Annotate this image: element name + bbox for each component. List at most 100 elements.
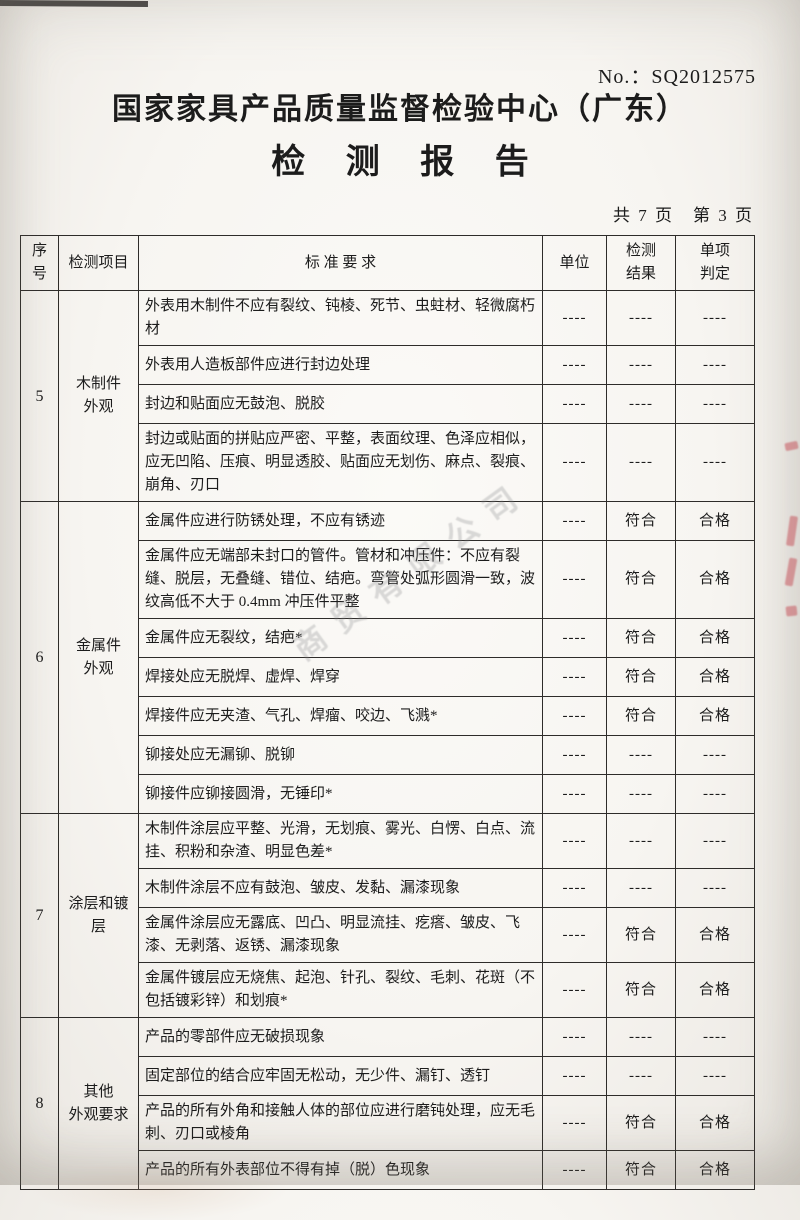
header-result: 检测 结果 — [606, 235, 676, 291]
verdict-cell: 合格 — [675, 907, 755, 963]
requirement-cell: 铆接处应无漏铆、脱铆 — [138, 735, 543, 775]
unit-cell: ---- — [542, 696, 607, 736]
table-row: 封边和贴面应无鼓泡、脱胶 ---- ---- ---- — [21, 384, 755, 424]
table-row: 7 涂层和镀 层木制件涂层应平整、光滑，无划痕、雾光、白愣、白点、流挂、积粉和杂渣… — [20, 813, 755, 1018]
header-requirement: 标 准 要 求 — [138, 235, 543, 291]
header-unit: 单位 — [542, 235, 607, 291]
section-seq: 8 — [20, 1017, 59, 1190]
result-cell: 符合 — [606, 657, 676, 697]
result-cell: ---- — [606, 290, 676, 346]
page-number-info: 共 7 页 第 3 页 — [613, 206, 754, 225]
verdict-cell: ---- — [675, 423, 755, 502]
section-seq: 5 — [20, 290, 59, 502]
requirement-cell: 外表用木制件不应有裂纹、钝棱、死节、虫蛀材、轻微腐朽材 — [138, 290, 543, 346]
red-ink-artifact — [785, 605, 798, 617]
verdict-cell: ---- — [675, 384, 755, 424]
unit-cell: ---- — [542, 423, 607, 502]
requirement-cell: 焊接处应无脱焊、虚焊、焊穿 — [138, 657, 543, 697]
table-row: 金属件镀层应无烧焦、起泡、针孔、裂纹、毛刺、花斑（不包括镀彩锌）和划痕* ----… — [21, 962, 755, 1018]
requirement-cell: 封边和贴面应无鼓泡、脱胶 — [138, 384, 543, 424]
document-number: No.：SQ2012575 — [597, 66, 756, 88]
table-row: 焊接处应无脱焊、虚焊、焊穿 ---- 符合 合格 — [21, 657, 755, 697]
inspection-table: 序 号 检测项目 标 准 要 求 单位 检测 结果 单项 判定 5 木制件 外观外… — [20, 235, 755, 1190]
requirement-cell: 焊接件应无夹渣、气孔、焊瘤、咬边、飞溅* — [138, 696, 543, 736]
section-seq: 7 — [20, 813, 59, 1018]
unit-cell: ---- — [542, 290, 607, 346]
red-ink-artifact — [784, 440, 799, 452]
verdict-cell: 合格 — [675, 540, 755, 619]
paper-stain — [30, 1160, 290, 1220]
section-item: 木制件 外观 — [58, 290, 139, 502]
result-cell: ---- — [606, 345, 676, 385]
result-cell: 符合 — [606, 1150, 676, 1190]
verdict-cell: ---- — [675, 735, 755, 775]
unit-cell: ---- — [542, 345, 607, 385]
table-row: 铆接件应铆接圆滑，无锤印* ---- ---- ---- — [21, 774, 755, 814]
requirement-cell: 金属件涂层应无露底、凹凸、明显流挂、疙瘩、皱皮、飞漆、无剥落、返锈、漏漆现象 — [138, 907, 543, 963]
header-verdict: 单项 判定 — [675, 235, 755, 291]
requirement-cell: 金属件镀层应无烧焦、起泡、针孔、裂纹、毛刺、花斑（不包括镀彩锌）和划痕* — [138, 962, 543, 1018]
unit-cell: ---- — [542, 962, 607, 1018]
section-item: 涂层和镀 层 — [58, 813, 139, 1018]
section-item: 金属件 外观 — [58, 501, 139, 814]
verdict-cell: 合格 — [675, 618, 755, 658]
table-row: 产品的所有外角和接触人体的部位应进行磨钝处理，应无毛刺、刃口或棱角 ---- 符合合… — [21, 1095, 755, 1151]
verdict-cell: ---- — [675, 774, 755, 814]
organization-title: 国家家具产品质量监督检验中心（广东） — [112, 93, 688, 126]
unit-cell: ---- — [542, 1017, 607, 1057]
requirement-cell: 金属件应进行防锈处理，不应有锈迹 — [138, 501, 543, 541]
unit-cell: ---- — [542, 1150, 607, 1190]
result-cell: ---- — [606, 1056, 676, 1096]
unit-cell: ---- — [542, 813, 607, 869]
unit-cell: ---- — [542, 868, 607, 908]
table-row: 铆接处应无漏铆、脱铆 ---- ---- ---- — [21, 735, 755, 775]
result-cell: 符合 — [606, 618, 676, 658]
verdict-cell: 合格 — [675, 1150, 755, 1190]
unit-cell: ---- — [542, 384, 607, 424]
result-cell: ---- — [606, 384, 676, 424]
result-cell: ---- — [606, 735, 676, 775]
header-seq: 序 号 — [20, 235, 59, 291]
result-cell: ---- — [606, 423, 676, 502]
table-row: 8 其他 外观要求 产品的零部件应无破损现象 ---- ---- ---- — [20, 1017, 755, 1190]
verdict-cell: 合格 — [675, 962, 755, 1018]
unit-cell: ---- — [542, 618, 607, 658]
verdict-cell: 合格 — [675, 696, 755, 736]
requirement-cell: 产品的所有外角和接触人体的部位应进行磨钝处理，应无毛刺、刃口或棱角 — [138, 1095, 543, 1151]
section-seq: 6 — [20, 501, 59, 814]
table-row: 外表用人造板部件应进行封边处理 ---- ---- ---- — [21, 345, 755, 385]
red-ink-artifact — [785, 515, 799, 547]
table-row: 金属件涂层应无露底、凹凸、明显流挂、疙瘩、皱皮、飞漆、无剥落、返锈、漏漆现象 --… — [21, 907, 755, 963]
verdict-cell: 合格 — [675, 501, 755, 541]
requirement-cell: 固定部位的结合应牢固无松动，无少件、漏钉、透钉 — [138, 1056, 543, 1096]
result-cell: ---- — [606, 774, 676, 814]
requirement-cell: 产品的所有外表部位不得有掉（脱）色现象 — [138, 1150, 543, 1190]
table-header-row: 序 号 检测项目 标 准 要 求 单位 检测 结果 单项 判定 — [20, 235, 755, 291]
requirement-cell: 铆接件应铆接圆滑，无锤印* — [138, 774, 543, 814]
requirement-cell: 产品的零部件应无破损现象 — [138, 1017, 543, 1057]
verdict-cell: 合格 — [675, 1095, 755, 1151]
report-title: 检 测 报 告 — [271, 144, 545, 181]
result-cell: ---- — [606, 813, 676, 869]
verdict-cell: ---- — [675, 1056, 755, 1096]
unit-cell: ---- — [542, 540, 607, 619]
header-item: 检测项目 — [58, 235, 139, 291]
unit-cell: ---- — [542, 774, 607, 814]
result-cell: 符合 — [606, 1095, 676, 1151]
result-cell: 符合 — [606, 907, 676, 963]
unit-cell: ---- — [542, 657, 607, 697]
unit-cell: ---- — [542, 1056, 607, 1096]
result-cell: 符合 — [606, 696, 676, 736]
unit-cell: ---- — [542, 501, 607, 541]
requirement-cell: 封边或贴面的拼贴应严密、平整，表面纹理、色泽应相似，应无凹陷、压痕、明显透胶、贴… — [138, 423, 543, 502]
red-ink-artifact — [784, 557, 798, 587]
verdict-cell: ---- — [675, 1017, 755, 1057]
verdict-cell: ---- — [675, 868, 755, 908]
requirement-cell: 金属件应无裂纹，结疤* — [138, 618, 543, 658]
unit-cell: ---- — [542, 907, 607, 963]
requirement-cell: 金属件应无端部未封口的管件。管材和冲压件：不应有裂缝、脱层，无叠缝、错位、结疤。… — [138, 540, 543, 619]
result-cell: ---- — [606, 868, 676, 908]
requirement-cell: 木制件涂层应平整、光滑，无划痕、雾光、白愣、白点、流挂、积粉和杂渣、明显色差* — [138, 813, 543, 869]
result-cell: 符合 — [606, 501, 676, 541]
unit-cell: ---- — [542, 735, 607, 775]
